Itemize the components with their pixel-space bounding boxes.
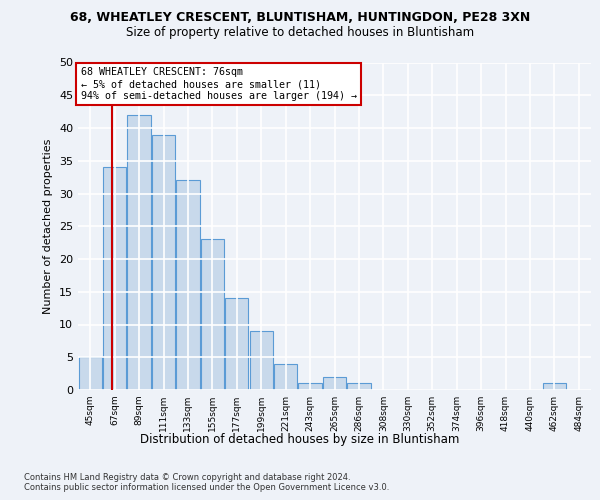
Text: Contains HM Land Registry data © Crown copyright and database right 2024.: Contains HM Land Registry data © Crown c… — [24, 472, 350, 482]
Bar — [225, 298, 248, 390]
Bar — [347, 384, 371, 390]
Bar — [79, 357, 102, 390]
Bar — [298, 384, 322, 390]
Text: Distribution of detached houses by size in Bluntisham: Distribution of detached houses by size … — [140, 432, 460, 446]
Bar — [274, 364, 297, 390]
Bar — [103, 168, 126, 390]
Text: 68 WHEATLEY CRESCENT: 76sqm
← 5% of detached houses are smaller (11)
94% of semi: 68 WHEATLEY CRESCENT: 76sqm ← 5% of deta… — [80, 68, 356, 100]
Text: Contains public sector information licensed under the Open Government Licence v3: Contains public sector information licen… — [24, 484, 389, 492]
Bar — [323, 377, 346, 390]
Bar — [201, 240, 224, 390]
Bar — [176, 180, 200, 390]
Text: Size of property relative to detached houses in Bluntisham: Size of property relative to detached ho… — [126, 26, 474, 39]
Y-axis label: Number of detached properties: Number of detached properties — [43, 138, 53, 314]
Bar — [543, 384, 566, 390]
Bar — [250, 331, 273, 390]
Text: 68, WHEATLEY CRESCENT, BLUNTISHAM, HUNTINGDON, PE28 3XN: 68, WHEATLEY CRESCENT, BLUNTISHAM, HUNTI… — [70, 11, 530, 24]
Bar — [152, 134, 175, 390]
Bar — [127, 115, 151, 390]
